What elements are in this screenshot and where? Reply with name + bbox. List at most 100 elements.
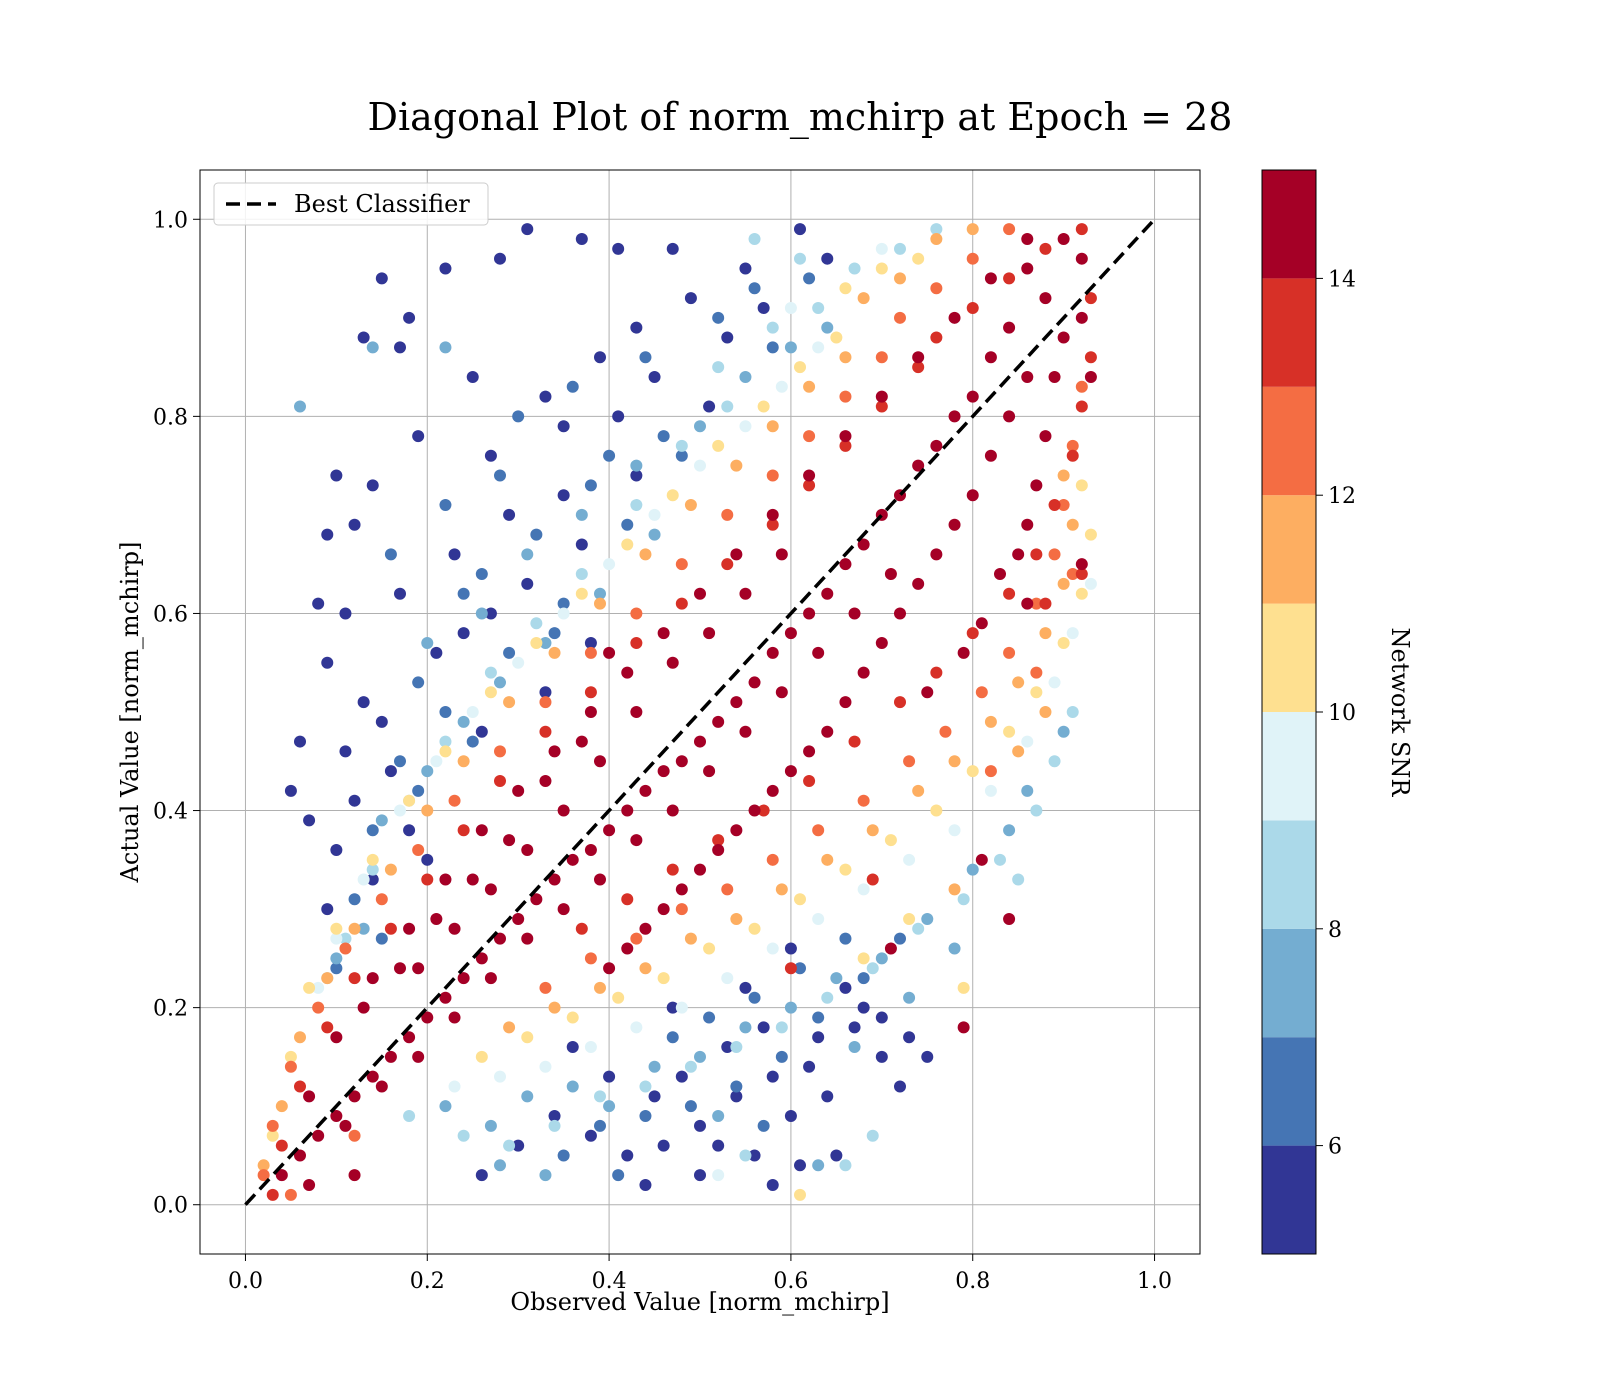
scatter-point: [475, 1169, 488, 1182]
scatter-point: [657, 627, 670, 640]
scatter-point: [730, 548, 743, 561]
scatter-point: [330, 1031, 343, 1044]
scatter-point: [257, 1159, 270, 1172]
scatter-point: [912, 784, 925, 797]
colorbar-band: [1262, 386, 1316, 496]
scatter-point: [821, 1090, 834, 1103]
scatter-point: [675, 755, 688, 768]
scatter-point: [648, 370, 661, 383]
legend: Best Classifier: [213, 182, 489, 226]
scatter-point: [1003, 410, 1016, 423]
scatter-point: [557, 597, 570, 610]
scatter-point: [548, 646, 561, 659]
scatter-point: [903, 912, 916, 925]
scatter-point: [766, 469, 779, 482]
scatter-point: [584, 479, 597, 492]
scatter-point: [266, 1188, 279, 1201]
scatter-point: [1039, 292, 1052, 305]
scatter-point: [603, 1070, 616, 1083]
scatter-point: [739, 587, 752, 600]
scatter-point: [839, 1159, 852, 1172]
scatter-point: [339, 745, 352, 758]
colorbar: 6 8 10 12 14 Network SNR: [1261, 169, 1414, 1255]
scatter-point: [939, 725, 952, 738]
scatter-point: [739, 981, 752, 994]
scatter-point: [730, 696, 743, 709]
scatter-point: [1030, 479, 1043, 492]
scatter-point: [957, 1021, 970, 1034]
scatter-point: [303, 981, 316, 994]
scatter-point: [666, 804, 679, 817]
scatter-point: [557, 489, 570, 502]
scatter-point: [857, 666, 870, 679]
scatter-point: [348, 922, 361, 935]
scatter-point: [784, 942, 797, 955]
y-tick-label: 0.6: [153, 602, 188, 627]
scatter-point: [448, 794, 461, 807]
scatter-point: [512, 784, 525, 797]
scatter-point: [357, 1001, 370, 1014]
scatter-point: [1039, 430, 1052, 443]
scatter-point: [1012, 548, 1025, 561]
scatter-point: [812, 1011, 825, 1024]
scatter-point: [957, 646, 970, 659]
scatter-point: [594, 1090, 606, 1103]
scatter-point: [603, 962, 616, 975]
chart-title: Diagonal Plot of norm_mchirp at Epoch = …: [368, 95, 1233, 140]
scatter-point: [912, 361, 925, 374]
scatter-point: [821, 321, 834, 334]
legend-label: Best Classifier: [294, 190, 470, 218]
scatter-point: [1075, 223, 1088, 236]
scatter-point: [630, 469, 643, 482]
scatter-point: [894, 242, 906, 255]
scatter-point: [421, 1011, 434, 1024]
scatter-point: [584, 706, 597, 718]
scatter-point: [557, 903, 570, 916]
y-tick-label: 0.2: [153, 997, 188, 1022]
scatter-point: [630, 499, 643, 512]
scatter-point: [830, 972, 843, 985]
plot-frame: [199, 169, 1201, 1255]
scatter-point: [475, 568, 488, 581]
scatter-point: [812, 1159, 825, 1172]
colorbar-tick-label: 14: [1328, 267, 1356, 292]
scatter-point: [739, 725, 752, 738]
scatter-point: [1030, 804, 1043, 817]
scatter-point: [521, 548, 534, 561]
scatter-point: [684, 499, 697, 512]
scatter-point: [821, 991, 834, 1004]
scatter-point: [357, 873, 370, 886]
scatter-point: [721, 972, 734, 985]
scatter-point: [303, 814, 316, 827]
scatter-point: [612, 410, 625, 423]
x-tick-label: 0.8: [955, 1269, 990, 1294]
scatter-point: [948, 755, 961, 768]
scatter-point: [330, 962, 343, 975]
scatter-point: [394, 755, 406, 768]
scatter-point: [730, 1080, 743, 1093]
scatter-point: [703, 942, 716, 955]
x-tick-label: 0.2: [410, 1269, 445, 1294]
scatter-point: [375, 272, 388, 285]
scatter-point: [930, 548, 943, 561]
scatter-point: [830, 331, 843, 344]
scatter-point: [603, 449, 616, 462]
scatter-point: [366, 1070, 379, 1083]
scatter-point: [512, 912, 525, 925]
scatter-point: [730, 1090, 743, 1103]
scatter-point: [384, 1050, 397, 1063]
x-axis-ticks: 0.0 0.2 0.4 0.6 0.8 1.0: [228, 1254, 1172, 1294]
scatter-point: [503, 508, 516, 521]
scatter-point: [375, 1080, 388, 1093]
scatter-point: [730, 459, 743, 472]
scatter-point: [484, 883, 497, 896]
scatter-point: [875, 637, 888, 650]
y-axis-label: Actual Value [norm_mchirp]: [116, 542, 144, 884]
scatter-point: [666, 242, 679, 255]
scatter-point: [748, 922, 761, 935]
scatter-point: [448, 1080, 461, 1093]
scatter-point: [394, 341, 406, 354]
colorbar-band: [1262, 278, 1316, 387]
scatter-point: [894, 932, 906, 945]
